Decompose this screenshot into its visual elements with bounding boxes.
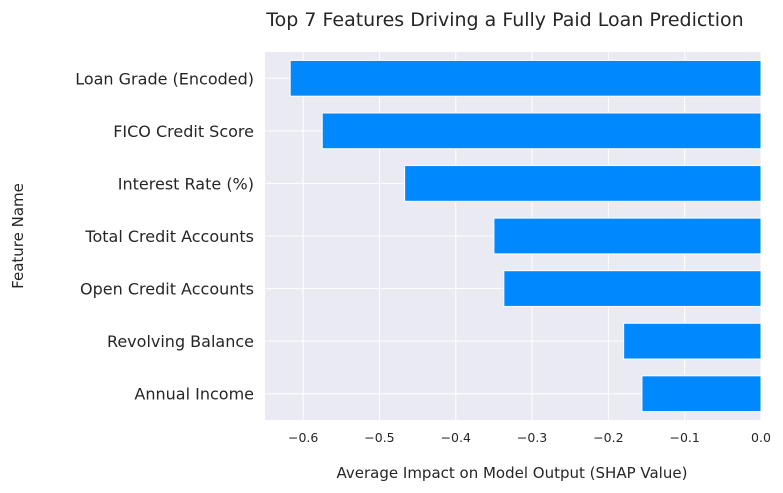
x-tick-label: −0.5	[364, 430, 394, 445]
x-tick-label: −0.2	[593, 430, 623, 445]
bar	[623, 322, 762, 360]
category-label: Loan Grade (Encoded)	[75, 69, 254, 88]
x-tick-label: −0.3	[517, 430, 547, 445]
bar	[503, 270, 762, 307]
x-tick-labels: −0.6 −0.5 −0.4 −0.3 −0.2 −0.1 0.0	[288, 430, 771, 445]
category-label: Interest Rate (%)	[118, 174, 254, 193]
category-label: Open Credit Accounts	[80, 280, 254, 299]
bar	[289, 59, 762, 97]
x-tick-label: −0.4	[441, 430, 471, 445]
bar	[321, 112, 762, 150]
x-tick-label: −0.6	[288, 430, 318, 445]
category-labels: Loan Grade (Encoded) FICO Credit Score Int…	[75, 69, 254, 403]
bar	[404, 165, 762, 202]
chart-title: Top 7 Features Driving a Fully Paid Loan…	[265, 9, 743, 31]
bar	[641, 375, 762, 413]
x-tick-label: 0.0	[751, 430, 771, 445]
x-tick-label: −0.1	[670, 430, 700, 445]
category-label: FICO Credit Score	[113, 122, 254, 141]
bar	[493, 217, 762, 255]
bars	[289, 59, 762, 413]
category-label: Total Credit Accounts	[84, 227, 254, 246]
x-axis-title: Average Impact on Model Output (SHAP Val…	[337, 464, 688, 482]
category-label: Annual Income	[134, 385, 254, 404]
category-label: Revolving Balance	[107, 332, 254, 351]
y-axis-title: Feature Name	[9, 183, 27, 289]
